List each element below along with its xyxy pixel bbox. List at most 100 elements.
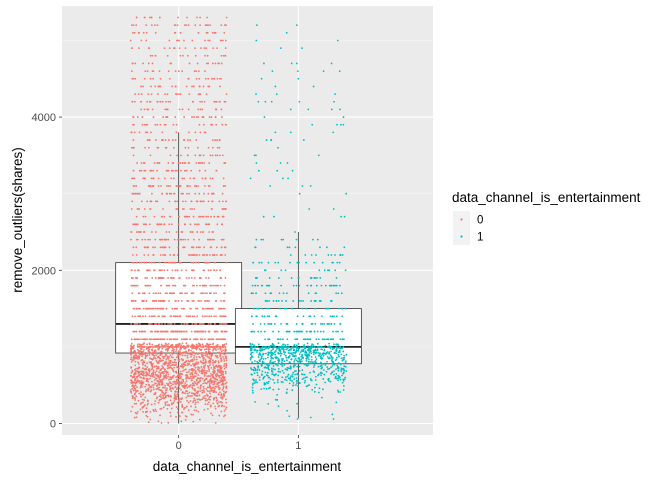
data-point: [130, 374, 133, 377]
data-point: [170, 382, 172, 385]
data-point: [223, 410, 226, 412]
data-point: [171, 269, 174, 272]
data-point: [190, 364, 193, 367]
data-point: [131, 47, 133, 50]
data-point: [160, 389, 162, 391]
data-point: [331, 315, 334, 318]
data-point: [198, 85, 201, 88]
data-point: [270, 356, 273, 359]
data-point: [325, 246, 328, 249]
data-point: [135, 185, 138, 187]
data-point: [204, 177, 207, 180]
data-point: [165, 358, 168, 361]
data-point: [340, 370, 343, 373]
data-point: [278, 352, 281, 355]
data-point: [151, 62, 154, 65]
data-point: [139, 323, 141, 325]
data-point: [197, 116, 200, 118]
data-point: [154, 357, 157, 360]
data-point: [131, 146, 133, 149]
data-point: [319, 246, 321, 249]
data-point: [135, 223, 138, 226]
data-point: [310, 379, 313, 382]
data-point: [203, 371, 206, 374]
data-point: [220, 360, 222, 363]
data-point: [175, 261, 177, 264]
data-point: [299, 330, 302, 333]
data-point: [146, 70, 149, 73]
data-point: [279, 354, 282, 357]
data-point: [158, 371, 161, 374]
data-point: [206, 355, 209, 358]
data-point: [179, 93, 181, 95]
data-point: [332, 361, 335, 364]
data-point: [140, 100, 143, 103]
data-point: [138, 192, 140, 195]
data-point: [174, 344, 177, 346]
data-point: [184, 238, 187, 241]
data-point: [290, 358, 293, 361]
data-point: [221, 376, 224, 379]
data-point: [216, 330, 219, 333]
data-point: [303, 377, 305, 380]
data-point: [155, 388, 158, 390]
data-point: [209, 364, 211, 367]
data-point: [198, 367, 201, 369]
data-point: [209, 392, 211, 395]
data-point: [342, 379, 345, 382]
data-point: [296, 315, 299, 318]
data-point: [177, 346, 180, 348]
data-point: [251, 284, 254, 287]
data-point: [214, 284, 217, 287]
data-point: [180, 269, 183, 272]
data-point: [173, 364, 176, 367]
data-point: [170, 390, 173, 393]
data-point: [130, 353, 133, 356]
data-point: [167, 261, 170, 264]
data-point: [138, 355, 141, 358]
data-point: [194, 47, 196, 50]
data-point: [172, 374, 175, 377]
data-point: [171, 85, 173, 88]
data-point: [314, 300, 317, 302]
data-point: [199, 154, 202, 157]
data-point: [276, 338, 279, 341]
data-point: [210, 367, 213, 369]
data-point: [162, 370, 164, 373]
data-point: [143, 254, 146, 256]
data-point: [308, 208, 311, 210]
data-point: [132, 169, 135, 172]
data-point: [157, 365, 160, 368]
data-point: [216, 269, 218, 272]
data-point: [203, 162, 206, 164]
data-point: [223, 284, 226, 287]
data-point: [147, 387, 150, 390]
data-point: [147, 380, 150, 383]
data-point: [130, 372, 133, 374]
data-point: [131, 192, 134, 195]
data-point: [216, 402, 219, 405]
data-point: [171, 387, 174, 389]
data-point: [134, 411, 137, 414]
data-point: [153, 355, 156, 357]
data-point: [310, 359, 313, 361]
data-point: [137, 372, 140, 375]
data-point: [204, 300, 207, 302]
data-point: [161, 139, 164, 141]
data-point: [159, 246, 162, 249]
data-point: [160, 185, 162, 187]
data-point: [176, 382, 179, 385]
data-point: [209, 351, 211, 354]
data-point: [330, 323, 333, 325]
data-point: [185, 269, 188, 272]
data-point: [193, 375, 196, 377]
data-point: [136, 323, 138, 325]
data-point: [296, 261, 299, 264]
data-point: [189, 307, 191, 310]
data-point: [214, 330, 217, 333]
data-point: [217, 348, 219, 351]
data-point: [168, 363, 170, 366]
data-point: [163, 375, 166, 378]
data-point: [199, 360, 202, 363]
data-point: [281, 359, 284, 362]
